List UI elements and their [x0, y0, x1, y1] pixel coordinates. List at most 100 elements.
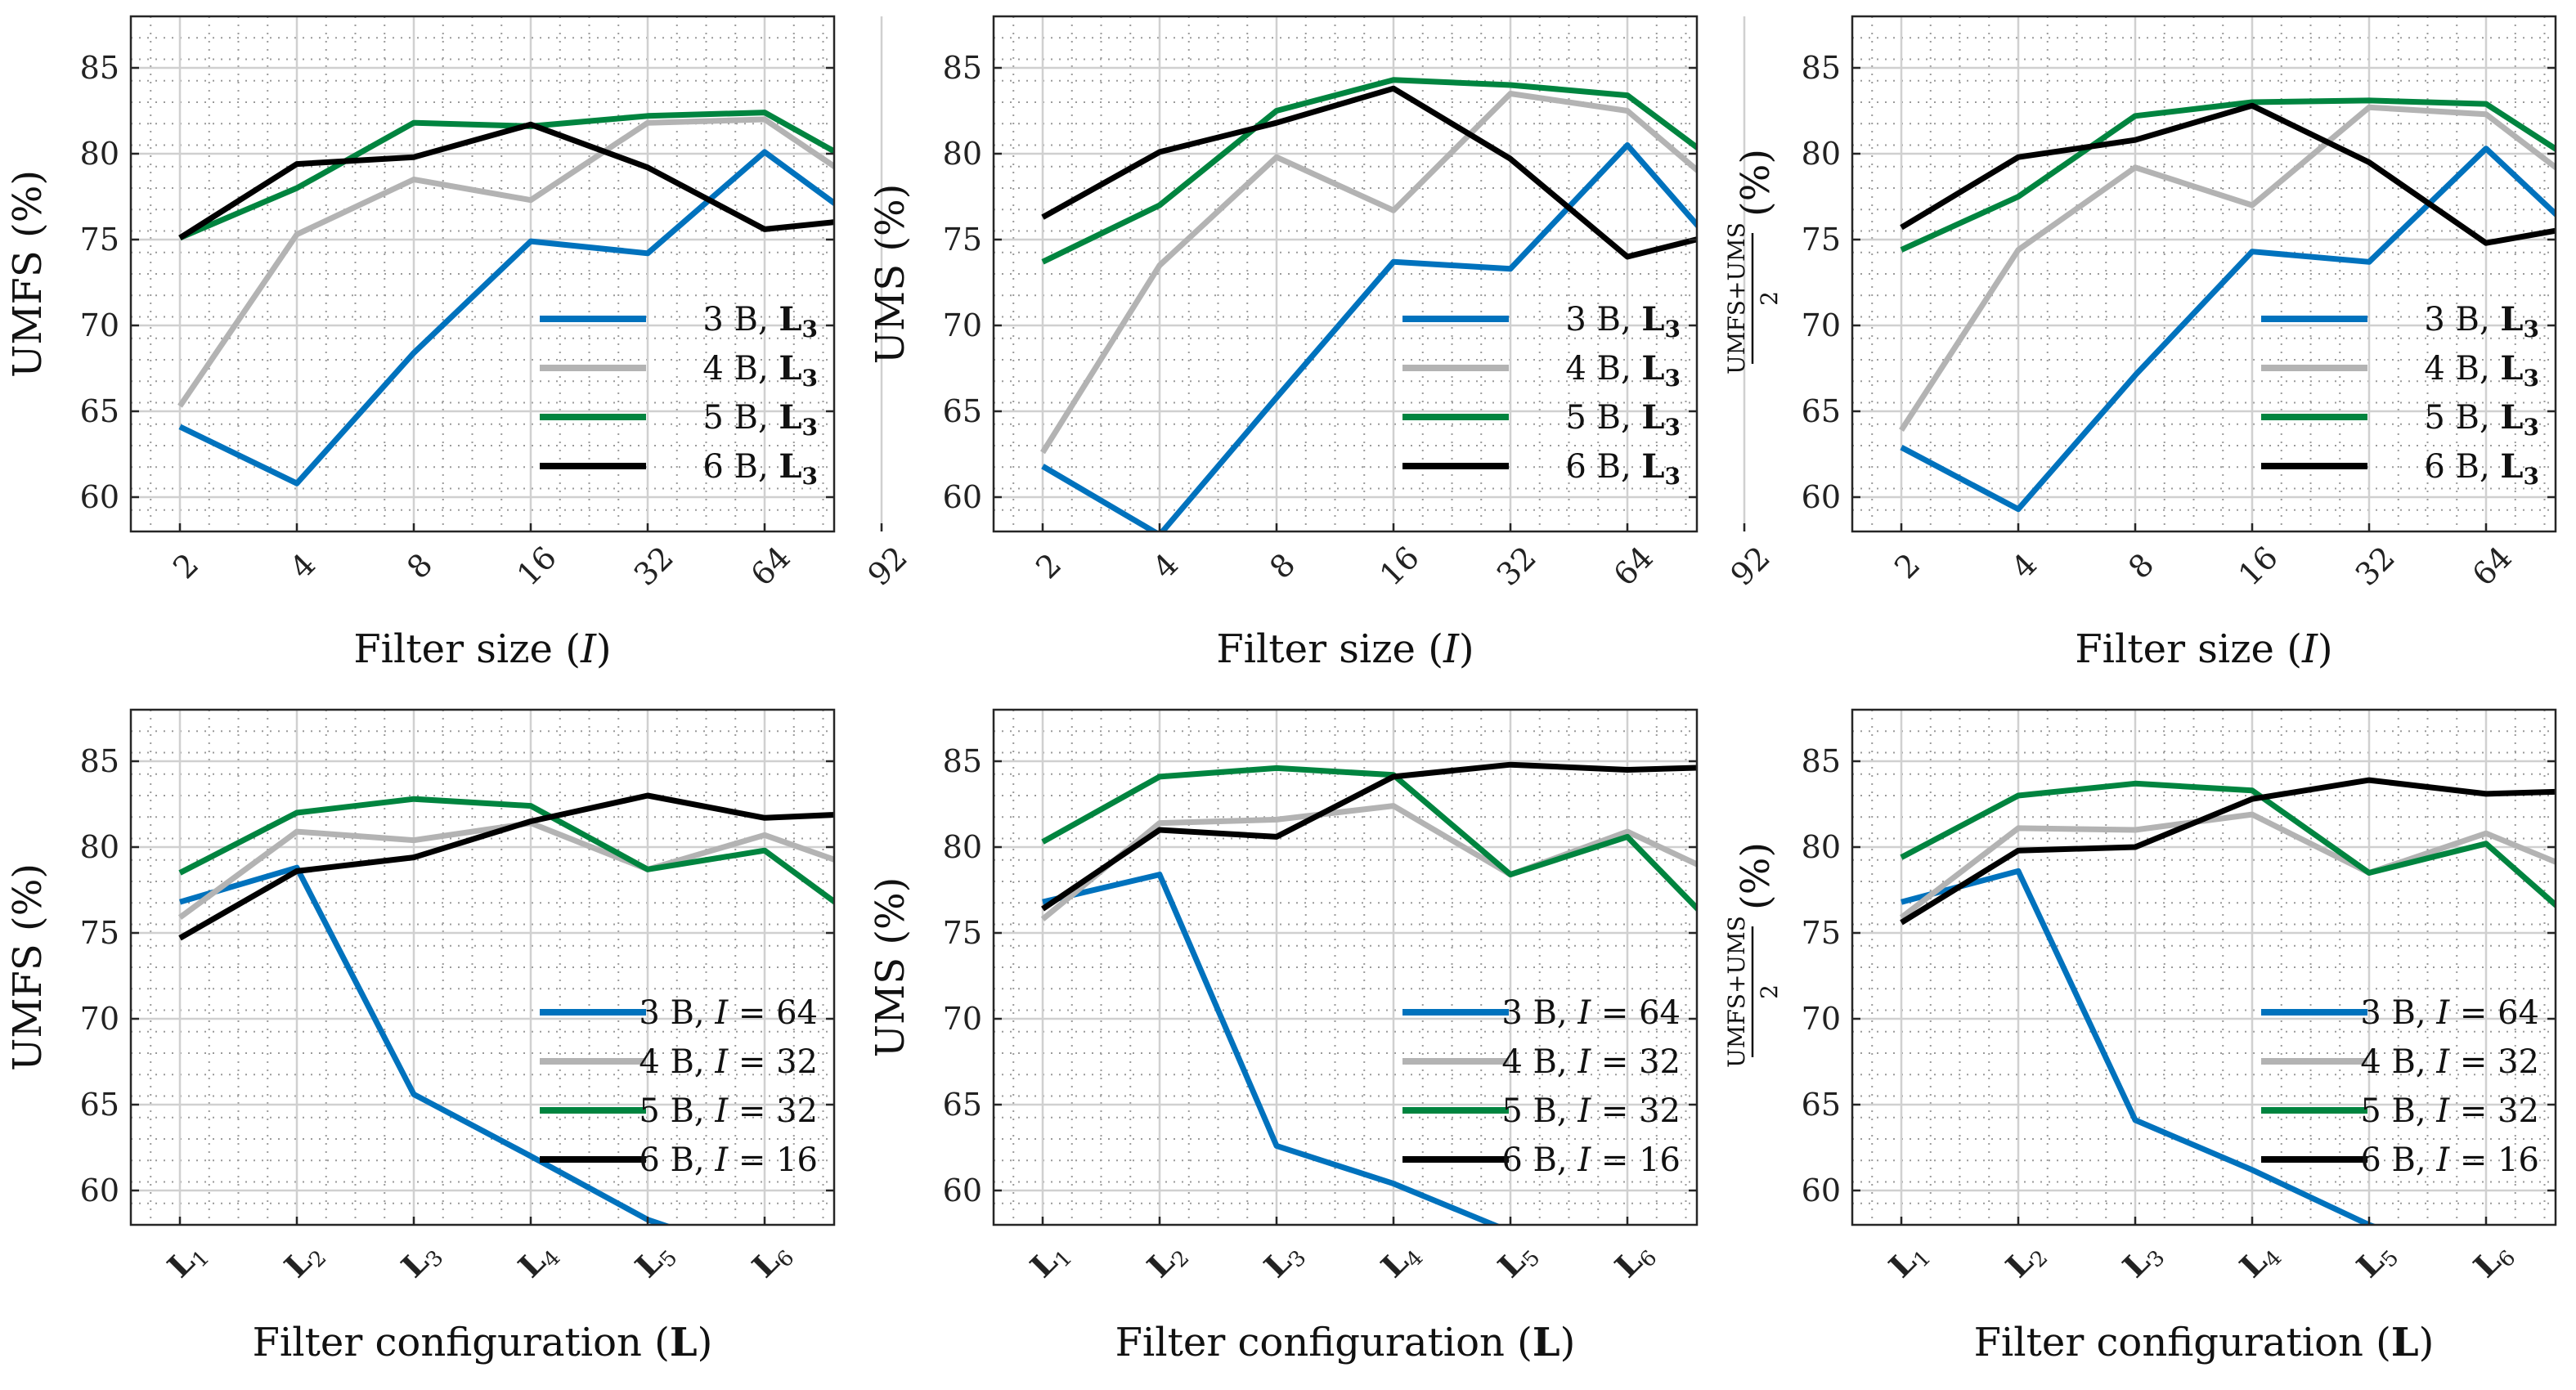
x-tick-label: 4 — [283, 546, 322, 585]
series-line-3b — [1041, 142, 1697, 531]
series-line-3b — [1042, 872, 1501, 1225]
y-tick-label: 85 — [80, 743, 119, 779]
y-tick-label: 70 — [80, 307, 119, 343]
minor-grid — [994, 710, 1697, 1225]
x-tick-label: 4 — [2004, 546, 2044, 585]
x-axis-label: Filter configuration (L) — [1115, 1320, 1576, 1365]
series-line-6b — [178, 121, 834, 240]
y-tick-label: 85 — [943, 50, 982, 86]
x-tick-label: L4 — [511, 1234, 566, 1289]
axes-frame — [129, 708, 836, 1226]
y-tick-label: 80 — [943, 136, 982, 172]
axes-frame — [992, 708, 1699, 1226]
y-tick-label: 65 — [1802, 1087, 1841, 1123]
x-tick-label: L4 — [2233, 1234, 2287, 1289]
legend: 3 B, I = 64 4 B, I = 32 5 B, I = 32 6 B, I … — [1402, 994, 1681, 1179]
y-axis-label: UMFS (%) — [5, 863, 51, 1071]
y-tick-label: 60 — [1802, 479, 1841, 515]
legend-entry-5b: 5 B, I = 32 — [2360, 1092, 2539, 1130]
legend-entry-5b: 5 B, L3 — [1565, 398, 1681, 441]
legend: 3 B, I = 64 4 B, I = 32 5 B, I = 32 6 B, I … — [2261, 994, 2539, 1179]
y-tick-label: 75 — [80, 222, 119, 258]
legend-entry-6b: 6 B, L3 — [702, 447, 818, 490]
chart-panel-2: 60 65 70 75 80 85 2 4 8 16 32 64 92 Filter size (I) UM… — [868, 15, 1777, 672]
y-tick-label: 80 — [1802, 829, 1841, 865]
svg-text:UMFS+UMS: UMFS+UMS — [1723, 916, 1750, 1068]
minor-grid — [131, 710, 834, 1225]
x-tick-label: 32 — [1490, 540, 1543, 593]
y-tick-label: 60 — [80, 1173, 119, 1208]
legend-entry-3b: 3 B, L3 — [2424, 300, 2539, 343]
x-axis-label: Filter size (I) — [353, 626, 611, 672]
legend-entry-4b: 4 B, L3 — [2424, 349, 2539, 392]
x-tick-label: L3 — [1257, 1234, 1312, 1289]
y-tick-label: 60 — [943, 1173, 982, 1208]
svg-text:2: 2 — [1756, 291, 1783, 306]
y-axis-label: UMFS (%) — [5, 170, 51, 378]
axes-frame — [992, 15, 1699, 533]
x-tick-label: L3 — [394, 1234, 449, 1289]
series-line-6b — [178, 792, 834, 941]
legend: 3 B, L3 4 B, L3 5 B, L3 6 B, L3 — [540, 300, 818, 490]
y-tick-label: 85 — [80, 50, 119, 86]
axes-frame — [1851, 708, 2557, 1226]
x-tick-label: L5 — [1491, 1234, 1546, 1289]
legend: 3 B, I = 64 4 B, I = 32 5 B, I = 32 6 B, I … — [540, 994, 818, 1179]
legend-entry-4b: 4 B, I = 32 — [2360, 1043, 2539, 1081]
x-axis-label: Filter configuration (L) — [1974, 1320, 2435, 1365]
y-tick-label: 70 — [80, 1001, 119, 1037]
x-tick-label: 16 — [2232, 540, 2285, 593]
x-tick-label: L1 — [160, 1234, 215, 1289]
major-grid — [994, 16, 1746, 531]
chart-panel-5: 60 65 70 75 80 85 L1 L2 L3 L4 L5 L6 Filter configura… — [868, 708, 1699, 1365]
y-axis-label: UMFS+UMS 2 (%) — [1723, 842, 1783, 1068]
svg-text:2: 2 — [1756, 984, 1783, 999]
series-line-6b — [1041, 761, 1697, 912]
x-tick-label: L3 — [2116, 1234, 2170, 1289]
legend-entry-6b: 6 B, L3 — [1565, 447, 1681, 490]
series-line-3b — [1901, 868, 2378, 1225]
y-tick-label: 70 — [1802, 1001, 1841, 1037]
legend-entry-6b: 6 B, I = 16 — [639, 1141, 818, 1179]
major-grid — [131, 710, 834, 1225]
y-tick-label: 65 — [1802, 393, 1841, 429]
x-tick-label: 2 — [1887, 546, 1927, 585]
chart-panel-1: 60 65 70 75 80 85 2 4 8 16 32 64 92 Filter size (I) UM… — [5, 15, 914, 672]
y-tick-label: 70 — [943, 307, 982, 343]
legend-entry-5b: 5 B, I = 32 — [639, 1092, 818, 1130]
series-line-5b — [178, 796, 834, 905]
x-axis-label: Filter size (I) — [1216, 626, 1474, 672]
x-tick-label: 32 — [627, 540, 680, 593]
legend-entry-5b: 5 B, L3 — [702, 398, 818, 441]
y-tick-label: 85 — [943, 743, 982, 779]
y-tick-label: 80 — [80, 829, 119, 865]
x-tick-label: L2 — [277, 1234, 332, 1289]
y-tick-label: 60 — [80, 479, 119, 515]
major-grid — [131, 16, 883, 531]
y-tick-label: 85 — [1802, 50, 1841, 86]
y-axis-label: UMS (%) — [868, 877, 913, 1058]
legend-entry-4b: 4 B, I = 32 — [639, 1043, 818, 1081]
x-tick-label: L6 — [745, 1234, 800, 1289]
y-axis-label: UMFS+UMS 2 (%) — [1723, 149, 1783, 374]
y-tick-label: 75 — [1802, 222, 1841, 258]
chart-panel-4: 60 65 70 75 80 85 L1 L2 L3 L4 L5 L6 Filter configura… — [5, 708, 836, 1365]
x-tick-label: 64 — [1607, 540, 1660, 593]
legend-entry-5b: 5 B, I = 32 — [1501, 1092, 1681, 1130]
y-tick-label: 75 — [943, 915, 982, 951]
y-tick-label: 70 — [1802, 307, 1841, 343]
x-axis-label: Filter size (I) — [2075, 626, 2332, 672]
x-tick-label: 8 — [400, 546, 439, 585]
series-line-4b — [1899, 811, 2556, 920]
legend-entry-6b: 6 B, I = 16 — [1501, 1141, 1681, 1179]
y-tick-label: 60 — [943, 479, 982, 515]
x-tick-label: L2 — [1140, 1234, 1195, 1289]
legend-entry-3b: 3 B, L3 — [702, 300, 818, 343]
legend-entry-3b: 3 B, I = 64 — [2360, 994, 2539, 1032]
y-tick-label: 80 — [1802, 136, 1841, 172]
y-tick-label: 80 — [80, 136, 119, 172]
y-tick-label: 70 — [943, 1001, 982, 1037]
x-axis-label: Filter configuration (L) — [253, 1320, 713, 1365]
y-tick-label: 85 — [1802, 743, 1841, 779]
